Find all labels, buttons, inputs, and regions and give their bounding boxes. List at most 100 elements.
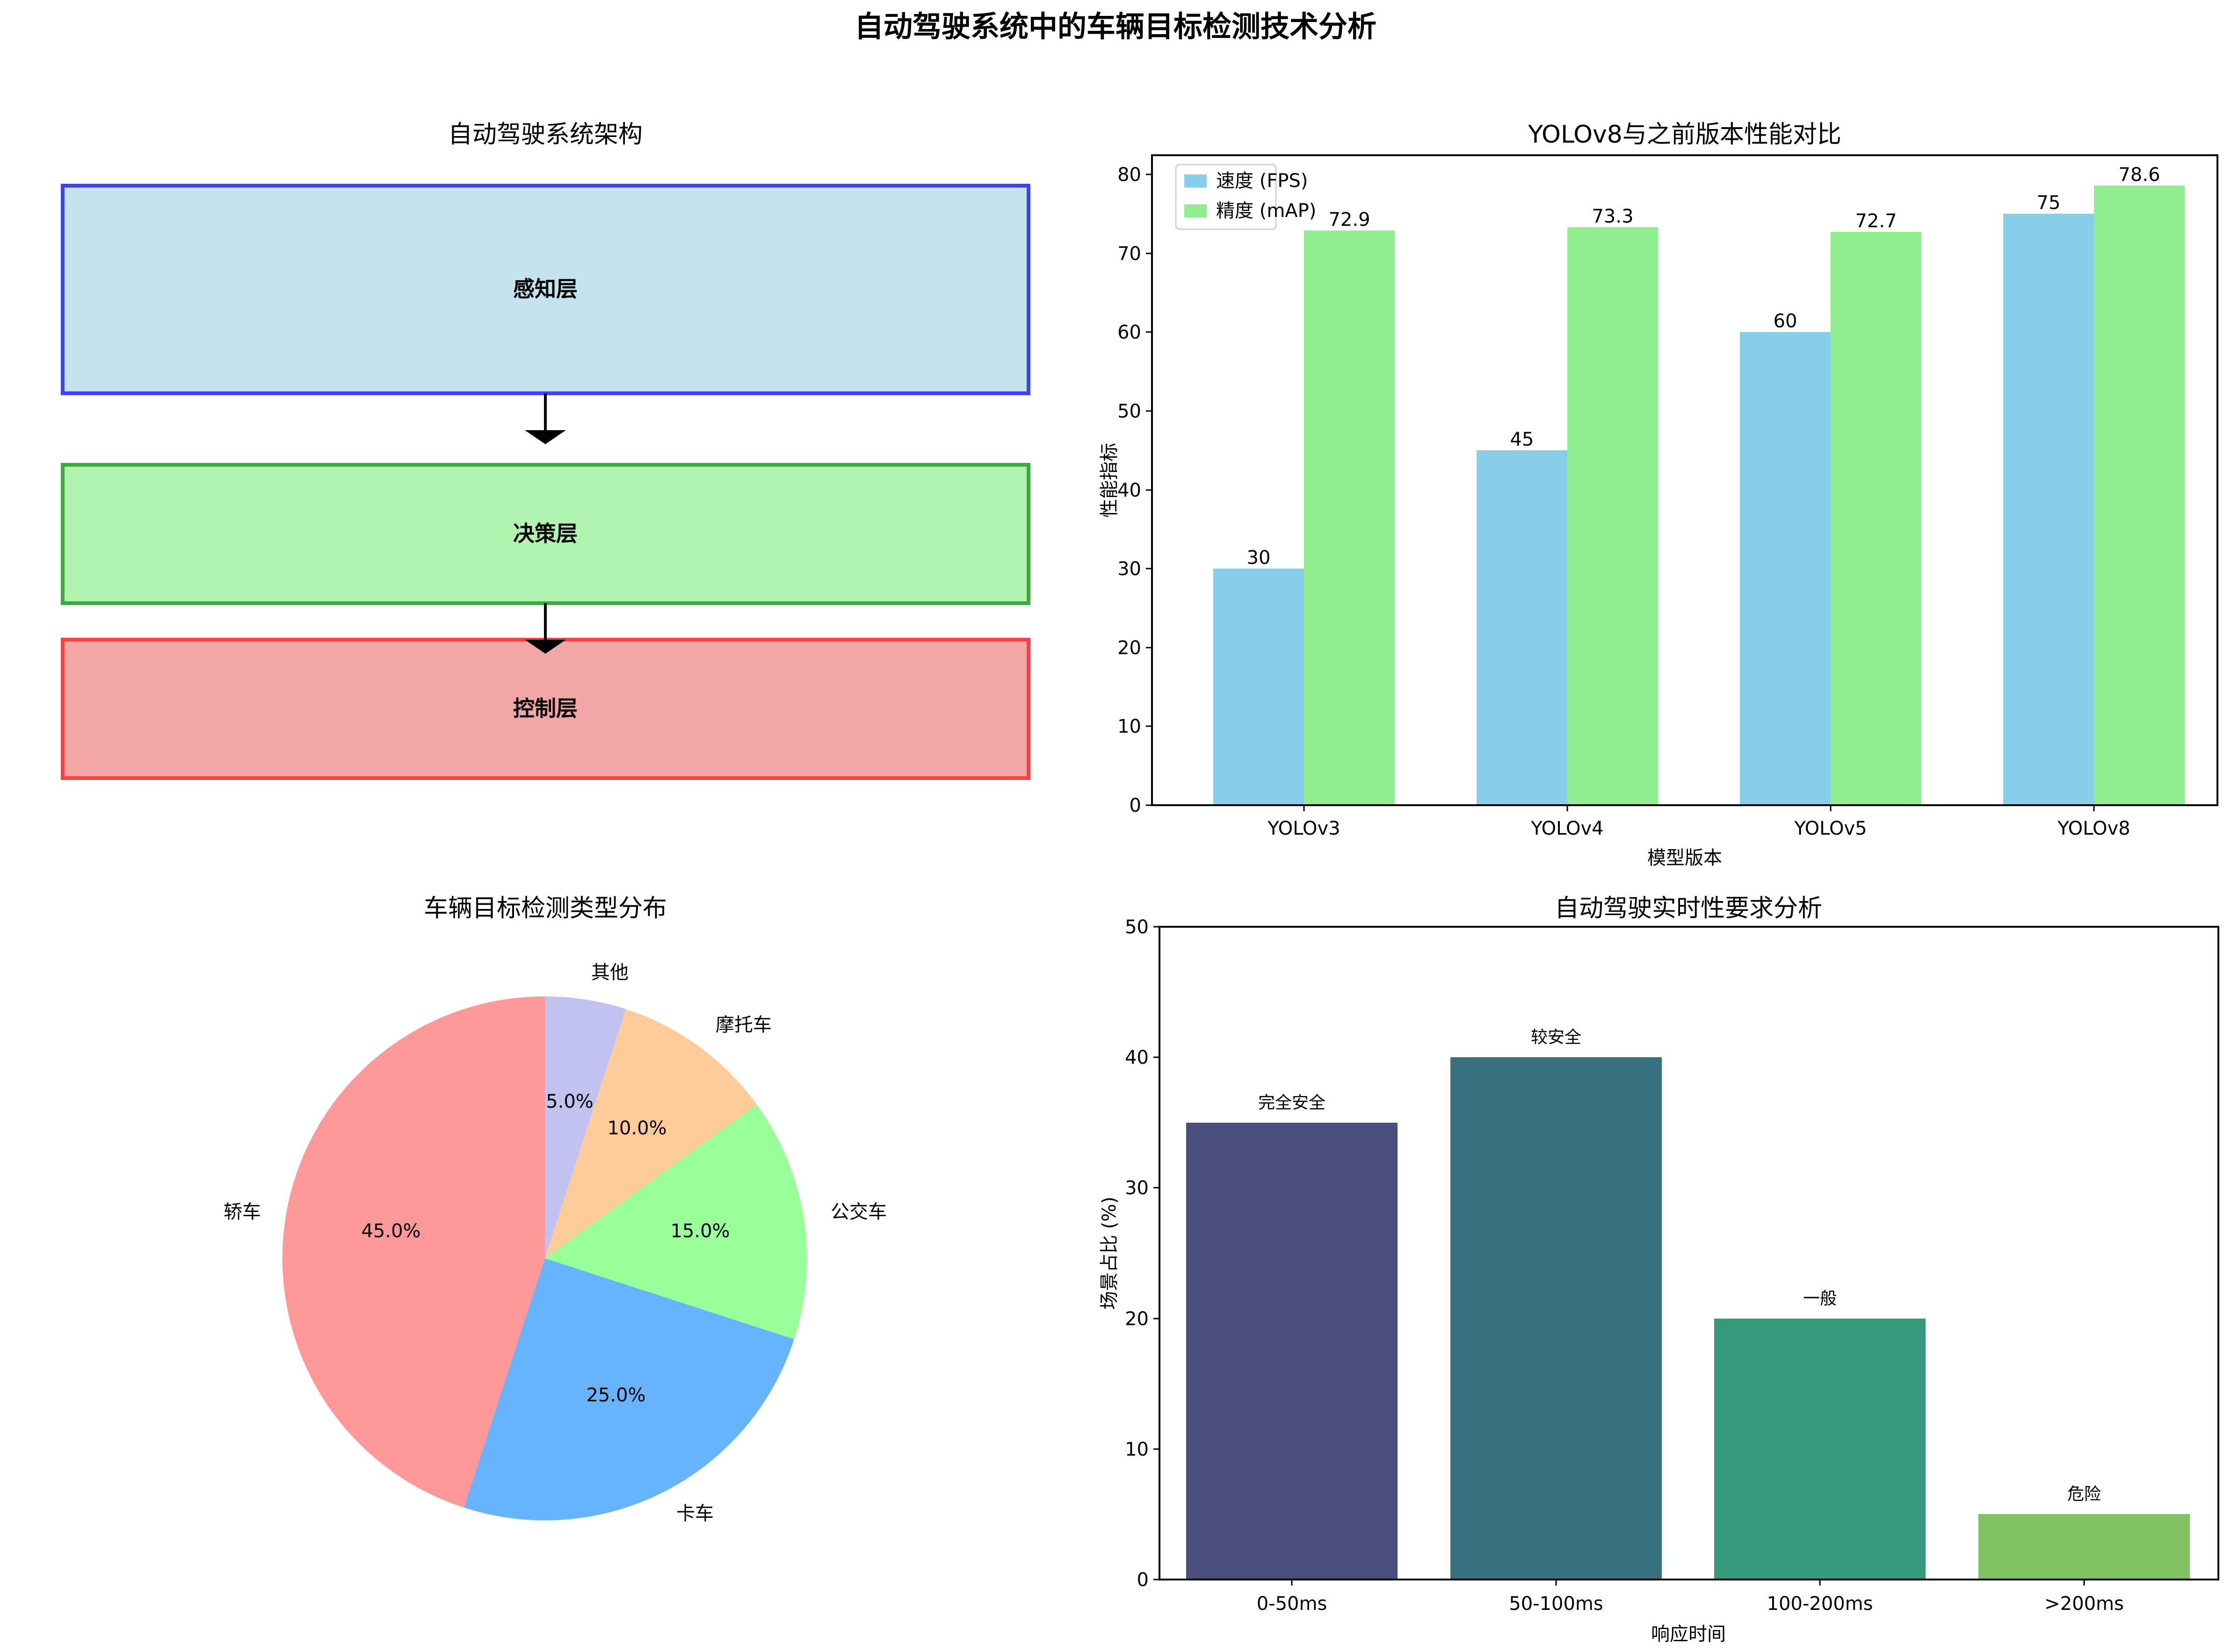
yolo-y-axis-label: 性能指标 xyxy=(1099,443,1120,518)
figure-title: 自动驾驶系统中的车辆目标检测技术分析 xyxy=(855,9,1376,43)
x-tick-label: 50-100ms xyxy=(1509,1593,1603,1615)
pie-label: 其他 xyxy=(591,962,629,983)
arrow-down-icon xyxy=(525,603,566,654)
legend-label-speed: 速度 (FPS) xyxy=(1216,170,1308,192)
value-label: 60 xyxy=(1774,310,1797,332)
layer-label-decision: 决策层 xyxy=(513,521,578,546)
pie-percent: 25.0% xyxy=(586,1385,645,1406)
value-label: 73.3 xyxy=(1592,206,1633,227)
pie-category-labels: 轿车 卡车 公交车 摩托车 其他 xyxy=(224,962,887,1524)
bar-100-200ms xyxy=(1714,1319,1926,1580)
layer-box-decision xyxy=(61,463,1030,605)
bar-0-50ms xyxy=(1186,1123,1398,1580)
yolo-axes-frame xyxy=(1151,154,2218,806)
pie-slice-truck xyxy=(464,1258,794,1521)
y-tick-label: 60 xyxy=(1117,322,1141,343)
y-tick-label: 10 xyxy=(1117,716,1141,737)
yolo-x-axis: YOLOv3 YOLOv4 YOLOv5 YOLOv8 xyxy=(1267,805,2130,839)
pie-label: 公交车 xyxy=(831,1201,887,1223)
x-tick-label: 100-200ms xyxy=(1767,1593,1873,1615)
layer-label-perception: 感知层 xyxy=(513,276,578,302)
y-tick-label: 80 xyxy=(1117,164,1141,186)
y-tick-label: 30 xyxy=(1125,1177,1149,1199)
arrow-down-icon xyxy=(525,393,566,444)
bar-speed-yolov8 xyxy=(2003,214,2094,805)
pie-percent: 45.0% xyxy=(361,1220,420,1242)
bar-annotation: 一般 xyxy=(1803,1289,1837,1308)
bar-map-yolov5 xyxy=(1831,232,1921,805)
realtime-y-axis-label: 场景占比 (%) xyxy=(1099,1197,1120,1310)
vehicle-type-pie-chart: 车辆目标检测类型分布 轿车 卡车 公交车 摩托车 其他 45.0% 25.0% … xyxy=(224,895,887,1524)
x-tick-label: YOLOv3 xyxy=(1267,818,1340,839)
architecture-diagram: 自动驾驶系统架构 感知层 决策层 控制层 xyxy=(61,121,1030,780)
value-label: 45 xyxy=(1510,429,1534,450)
realtime-y-axis: 0 10 20 30 40 50 xyxy=(1125,916,1159,1591)
x-tick-label: YOLOv4 xyxy=(1530,818,1603,839)
bar-50-100ms xyxy=(1450,1057,1662,1580)
speed-bars xyxy=(1213,214,2094,805)
realtime-x-axis-label: 响应时间 xyxy=(1651,1623,1726,1645)
architecture-title: 自动驾驶系统架构 xyxy=(448,121,643,149)
bar-annotation: 危险 xyxy=(2067,1485,2101,1504)
bar-speed-yolov4 xyxy=(1477,450,1567,805)
bar-annotation: 较安全 xyxy=(1531,1028,1581,1047)
y-tick-label: 50 xyxy=(1117,401,1141,422)
pie-slice-other xyxy=(545,996,626,1258)
layer-label-control: 控制层 xyxy=(513,696,578,721)
bar-map-yolov8 xyxy=(2094,186,2185,805)
y-tick-label: 50 xyxy=(1125,916,1149,938)
bar-map-yolov4 xyxy=(1567,227,1658,805)
yolo-comparison-chart: YOLOv8与之前版本性能对比 30 45 60 75 72.9 73.3 72… xyxy=(1099,121,2218,869)
pie-slice-motorcycle xyxy=(545,1009,757,1258)
y-tick-label: 20 xyxy=(1125,1308,1149,1330)
yolo-x-axis-label: 模型版本 xyxy=(1647,847,1722,869)
y-tick-label: 10 xyxy=(1125,1439,1149,1460)
bar-map-yolov3 xyxy=(1304,231,1395,805)
value-label: 78.6 xyxy=(2118,164,2160,186)
realtime-chart-title: 自动驾驶实时性要求分析 xyxy=(1555,895,1822,923)
y-tick-label: 20 xyxy=(1117,637,1141,659)
bar-speed-yolov3 xyxy=(1213,569,1304,805)
legend-swatch-map xyxy=(1184,204,1207,217)
legend-label-map: 精度 (mAP) xyxy=(1216,200,1316,222)
pie-percent: 10.0% xyxy=(607,1118,666,1139)
y-tick-label: 30 xyxy=(1117,558,1141,580)
value-label: 30 xyxy=(1247,547,1271,569)
layer-box-perception xyxy=(61,184,1030,395)
pie-label: 摩托车 xyxy=(716,1014,772,1036)
pie-slice-sedan xyxy=(282,996,545,1508)
x-tick-label: >200ms xyxy=(2044,1593,2124,1615)
pie-label: 卡车 xyxy=(676,1503,714,1524)
value-label: 72.9 xyxy=(1328,209,1370,231)
x-tick-label: YOLOv8 xyxy=(2057,818,2130,839)
bar-value-labels: 30 45 60 75 72.9 73.3 72.7 78.6 xyxy=(1247,164,2160,569)
x-tick-label: 0-50ms xyxy=(1257,1593,1327,1615)
bar-over-200ms xyxy=(1978,1514,2190,1580)
legend-swatch-speed xyxy=(1184,174,1207,188)
realtime-requirement-chart: 自动驾驶实时性要求分析 完全安全 较安全 一般 危险 0 10 20 30 40… xyxy=(1099,895,2219,1645)
value-label: 72.7 xyxy=(1855,210,1897,232)
pie-chart-title: 车辆目标检测类型分布 xyxy=(424,895,667,923)
pie-percent-labels: 45.0% 25.0% 15.0% 10.0% 5.0% xyxy=(361,1091,730,1406)
yolo-y-axis: 0 10 20 30 40 50 60 70 80 xyxy=(1117,164,1152,816)
y-tick-label: 0 xyxy=(1137,1569,1149,1591)
map-bars xyxy=(1304,186,2185,805)
x-tick-label: YOLOv5 xyxy=(1794,818,1867,839)
y-tick-label: 0 xyxy=(1130,795,1141,816)
y-tick-label: 40 xyxy=(1125,1047,1149,1068)
pie-percent: 15.0% xyxy=(670,1220,730,1242)
realtime-x-axis: 0-50ms 50-100ms 100-200ms >200ms xyxy=(1257,1580,2124,1615)
yolo-chart-title: YOLOv8与之前版本性能对比 xyxy=(1528,121,1841,149)
bar-annotation: 完全安全 xyxy=(1258,1093,1326,1112)
bar-annotations: 完全安全 较安全 一般 危险 xyxy=(1258,1028,2101,1504)
pie-label: 轿车 xyxy=(224,1201,261,1223)
bar-speed-yolov5 xyxy=(1740,332,1831,805)
y-tick-label: 40 xyxy=(1117,480,1141,501)
yolo-legend: 速度 (FPS) 精度 (mAP) xyxy=(1175,164,1316,230)
value-label: 75 xyxy=(2037,192,2061,214)
realtime-axes-frame xyxy=(1159,926,2219,1580)
pie-percent: 5.0% xyxy=(546,1091,594,1112)
pie-slice-bus xyxy=(545,1104,807,1339)
y-tick-label: 70 xyxy=(1117,243,1141,265)
